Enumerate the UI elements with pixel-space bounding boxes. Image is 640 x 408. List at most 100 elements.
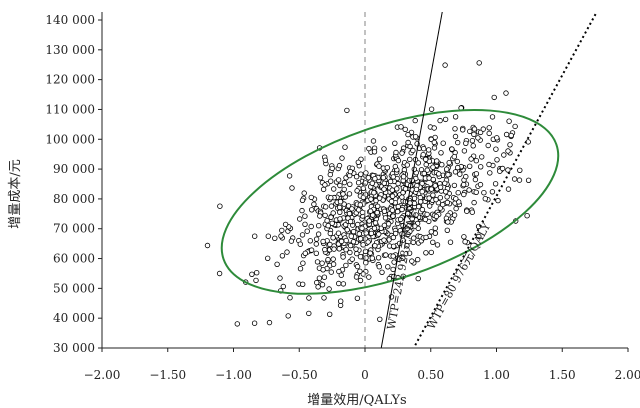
lines-layer <box>220 12 598 348</box>
data-point <box>365 175 372 181</box>
data-point <box>265 233 271 239</box>
data-point <box>393 230 399 237</box>
data-point <box>331 246 337 252</box>
data-point <box>370 212 376 218</box>
data-point <box>327 230 333 237</box>
data-point <box>453 196 459 202</box>
data-point <box>343 262 349 269</box>
data-point <box>469 137 476 144</box>
data-point <box>411 200 418 207</box>
x-tick-label: 1.50 <box>549 368 576 382</box>
data-point <box>322 182 328 188</box>
data-point <box>423 156 429 163</box>
data-point <box>325 222 331 229</box>
data-point <box>487 170 493 176</box>
data-point <box>382 215 389 221</box>
data-point <box>337 209 343 215</box>
data-point <box>328 214 334 220</box>
data-point <box>302 250 308 256</box>
y-tick-label: 110 000 <box>45 102 95 116</box>
data-point <box>417 199 424 205</box>
data-point <box>336 204 343 211</box>
data-point <box>406 250 413 256</box>
data-point <box>426 147 432 153</box>
data-point <box>277 275 283 281</box>
data-point <box>350 228 357 235</box>
data-point <box>328 203 335 209</box>
data-point <box>411 195 418 202</box>
data-point <box>376 156 383 162</box>
data-point <box>444 227 450 233</box>
data-point <box>347 249 353 256</box>
data-point <box>460 127 466 133</box>
x-tick-label: 1.00 <box>483 368 510 382</box>
data-point <box>328 195 334 201</box>
data-point <box>336 246 342 252</box>
data-point <box>322 246 328 253</box>
data-point <box>389 187 395 193</box>
data-point <box>395 180 401 187</box>
data-point <box>402 126 408 133</box>
wtp-line-high <box>380 12 443 348</box>
data-point <box>404 243 410 249</box>
data-point <box>405 139 411 146</box>
data-point <box>317 213 323 219</box>
data-point <box>319 260 325 266</box>
data-point <box>421 145 427 152</box>
data-point <box>452 169 459 175</box>
x-tick-label: −2.00 <box>84 368 121 382</box>
data-point <box>341 179 348 186</box>
data-point <box>299 207 305 214</box>
data-point <box>321 274 328 280</box>
data-point <box>423 161 429 168</box>
data-point <box>341 186 347 193</box>
data-point <box>472 176 479 183</box>
data-point <box>507 142 513 148</box>
data-point <box>265 255 271 261</box>
data-point <box>432 183 438 189</box>
data-point <box>357 236 364 242</box>
data-point <box>428 186 435 192</box>
y-tick-label: 90 000 <box>53 162 95 176</box>
data-point <box>371 149 378 155</box>
data-point <box>279 227 285 234</box>
data-point <box>302 221 308 227</box>
data-point <box>328 269 334 275</box>
data-point <box>489 189 496 195</box>
data-point <box>392 140 398 146</box>
data-point <box>415 275 421 282</box>
data-point <box>493 146 499 152</box>
data-point <box>440 140 446 146</box>
data-point <box>440 201 446 208</box>
data-point <box>301 190 307 196</box>
data-point <box>375 255 382 261</box>
data-point <box>367 250 373 256</box>
data-point <box>381 180 387 186</box>
data-point <box>427 203 433 209</box>
data-point <box>349 256 355 262</box>
x-tick-label: −0.50 <box>281 368 318 382</box>
data-point <box>330 210 336 216</box>
data-point <box>468 156 474 162</box>
data-point <box>461 234 467 240</box>
data-point <box>376 264 382 270</box>
data-point <box>404 162 410 168</box>
data-point <box>477 181 484 188</box>
data-point <box>336 268 342 275</box>
data-point <box>347 168 354 175</box>
data-point <box>482 195 488 202</box>
data-point <box>350 239 357 245</box>
data-point <box>473 157 479 164</box>
data-point <box>516 177 523 183</box>
data-point <box>349 206 355 212</box>
y-tick-label: 120 000 <box>45 73 95 87</box>
y-tick-label: 30 000 <box>53 341 95 355</box>
data-point <box>495 197 501 204</box>
data-point <box>392 163 398 170</box>
data-point <box>476 60 482 66</box>
data-point <box>354 263 361 270</box>
data-point <box>503 131 510 138</box>
data-point <box>377 316 383 322</box>
data-point <box>379 269 385 275</box>
data-point <box>387 178 394 185</box>
